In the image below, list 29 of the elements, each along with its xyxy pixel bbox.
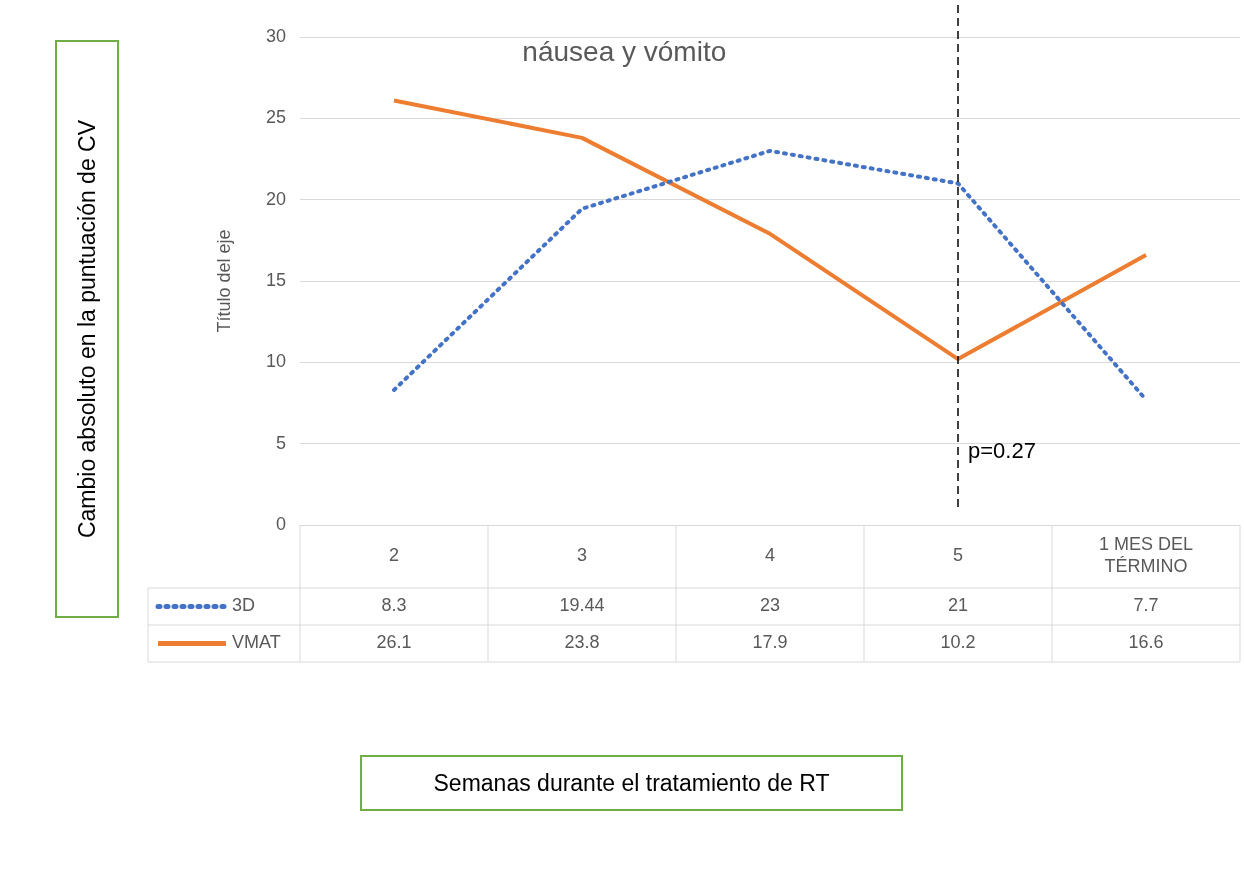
x-tick-label: 5 [952,545,964,566]
data-label: 8.3 [381,595,407,616]
data-label: 16.6 [1128,632,1164,653]
y-tick-label: 30 [265,25,286,46]
y-tick-label: 0 [275,513,286,534]
legend-label: VMAT [232,632,281,653]
text: Cambio absoluto en la puntuación de CV [55,40,119,618]
data-label: 19.44 [559,595,605,616]
x-tick-label: 1 MES DEL TÉRMINO [1098,534,1194,577]
x-tick-label: 3 [576,545,588,566]
y-tick-label: 15 [265,269,286,290]
y-tick-label: 20 [265,188,286,209]
ref-line-label: p=0.27 [968,437,1036,463]
data-label: 7.7 [1133,595,1159,616]
data-label: 26.1 [376,632,412,653]
data-label: 17.9 [752,632,788,653]
legend-label: 3D [232,595,256,616]
y-axis-title: Título del eje [213,229,234,333]
data-label: 23.8 [564,632,600,653]
data-label: 10.2 [940,632,976,653]
x-tick-label: 2 [388,545,400,566]
y-tick-label: 25 [265,107,286,128]
x-tick-label: 4 [764,545,776,566]
y-tick-label: 10 [265,351,286,372]
y-tick-label: 5 [275,432,286,453]
data-label: 23 [759,595,781,616]
text: Semanas durante el tratamiento de RT [360,755,903,811]
chart-title: náusea y vómito [522,35,727,67]
data-label: 21 [947,595,969,616]
